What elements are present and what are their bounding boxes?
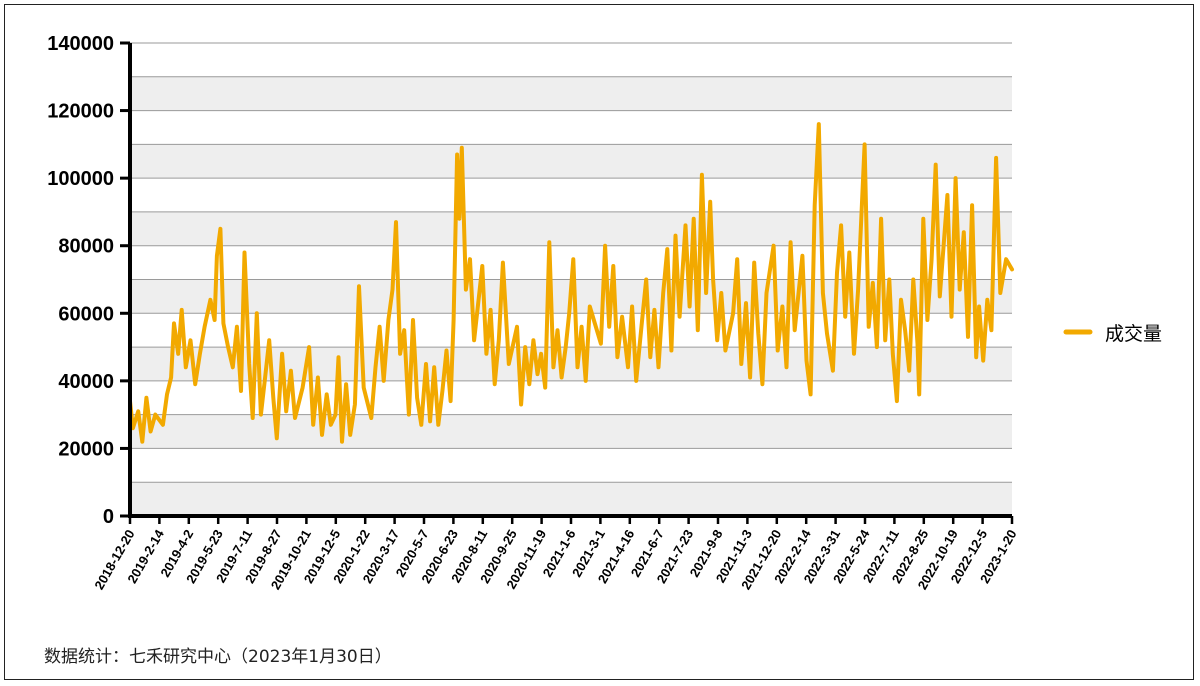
grid-band	[130, 144, 1012, 179]
y-tick-label: 60000	[58, 303, 114, 325]
y-tick-label: 40000	[58, 371, 114, 393]
grid-band	[130, 414, 1012, 449]
y-tick-label: 80000	[58, 236, 114, 258]
y-tick-label: 100000	[47, 168, 114, 190]
legend-label: 成交量	[1105, 323, 1162, 345]
data-source-note: 数据统计：七禾研究中心（2023年1月30日）	[44, 647, 392, 667]
grid-band	[130, 76, 1012, 111]
series-line	[128, 122, 1014, 444]
y-tick-label: 0	[103, 506, 114, 528]
y-tick-label: 140000	[47, 33, 114, 55]
y-tick-label: 20000	[58, 438, 114, 460]
grid-band	[130, 482, 1012, 516]
y-tick-label: 120000	[47, 101, 114, 123]
grid-band	[130, 347, 1012, 381]
